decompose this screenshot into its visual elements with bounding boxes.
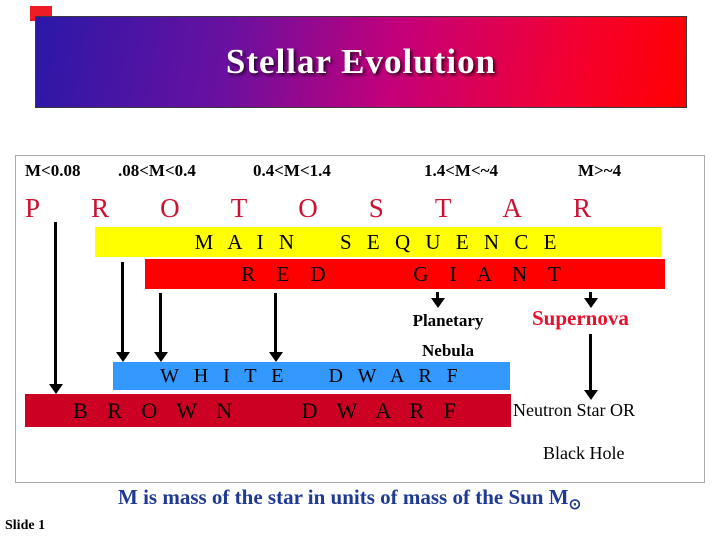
- down-arrow-supernova: [589, 292, 592, 298]
- planetary-nebula-line2: Nebula: [422, 341, 474, 360]
- protostar-letter: T: [230, 193, 248, 223]
- protostar-letter: P: [25, 193, 41, 223]
- sun-symbol: ⊙: [568, 497, 582, 514]
- down-arrow-white-dwarf-2: [159, 293, 162, 352]
- protostar-letter: T: [434, 193, 452, 223]
- protostar-letter: R: [572, 193, 591, 223]
- mass-range-label: M>~4: [578, 161, 622, 180]
- mass-range-label: 0.4<M<1.4: [253, 161, 331, 180]
- mass-range-label: .08<M<0.4: [118, 161, 196, 180]
- mass-range-label: M<0.08: [25, 161, 81, 180]
- down-arrow-planetary-nebula: [436, 292, 439, 298]
- protostar-letter: O: [298, 193, 318, 223]
- slide-title: Stellar Evolution: [225, 42, 497, 81]
- protostar-letter: R: [91, 193, 110, 223]
- protostar-letter: O: [160, 193, 180, 223]
- mass-range-label: 1.4<M<~4: [424, 161, 499, 180]
- red-giant-label: R E D G I A N T: [241, 261, 569, 286]
- protostar-letter: S: [368, 193, 384, 223]
- down-arrow-white-dwarf-3: [274, 293, 277, 352]
- supernova-label: Supernova: [532, 306, 629, 330]
- brown-dwarf-label: B R O W N D W A R F: [73, 397, 463, 423]
- protostar-letter: A: [502, 193, 522, 223]
- black-hole-label: Black Hole: [543, 443, 625, 463]
- white-dwarf-bar: W H I T E D W A R F: [113, 362, 510, 390]
- planetary-nebula-label: Planetary Nebula: [394, 306, 502, 366]
- planetary-nebula-line1: Planetary: [412, 311, 484, 330]
- white-dwarf-label: W H I T E D W A R F: [160, 364, 463, 387]
- main-sequence-bar: M A I N S E Q U E N C E: [95, 227, 661, 257]
- diagram-panel: [15, 155, 705, 483]
- brown-dwarf-bar: B R O W N D W A R F: [25, 394, 511, 427]
- down-arrow-white-dwarf-1: [121, 262, 124, 352]
- neutron-star-label: Neutron Star OR: [513, 400, 635, 420]
- down-arrow-brown-dwarf: [54, 222, 57, 384]
- protostar-row: P R O T O S T A R: [25, 193, 591, 224]
- mass-caption: M is mass of the star in units of mass o…: [118, 485, 581, 514]
- slide-number: Slide 1: [5, 518, 46, 533]
- main-sequence-label: M A I N S E Q U E N C E: [194, 229, 562, 254]
- red-giant-bar: R E D G I A N T: [145, 259, 665, 289]
- mass-caption-text: M is mass of the star in units of mass o…: [118, 485, 569, 509]
- down-arrow-neutron-star: [589, 334, 592, 390]
- title-banner: Stellar Evolution: [35, 16, 687, 108]
